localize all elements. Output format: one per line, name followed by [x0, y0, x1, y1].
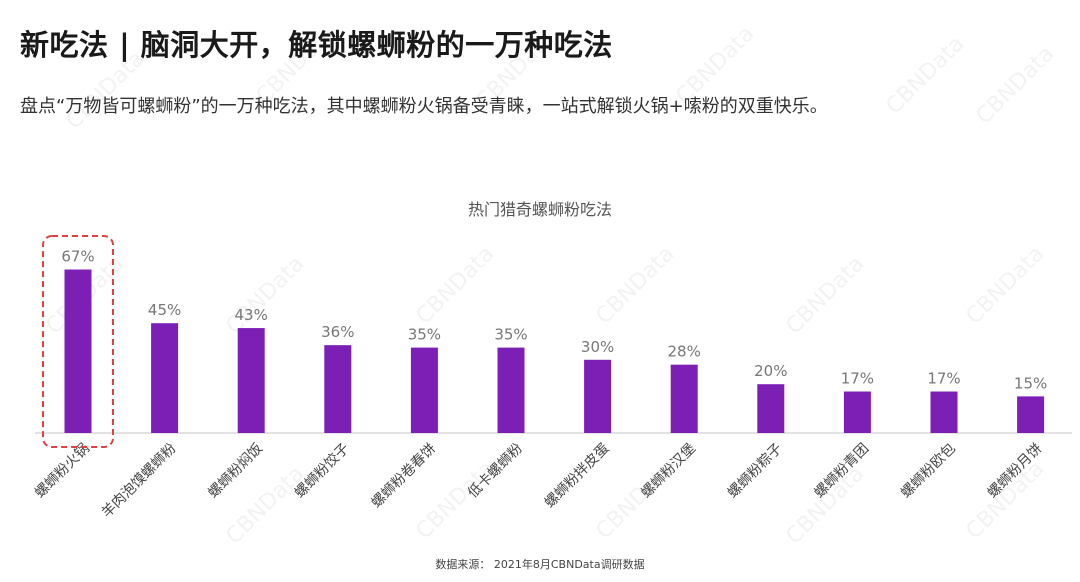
source-footnote: 数据来源： 2021年8月CBNData调研数据 [435, 558, 645, 571]
bar [1017, 396, 1045, 433]
watermark-text: CBNData [671, 21, 759, 109]
data-label: 20% [754, 362, 787, 380]
chart-title: 热门猎奇螺蛳粉吃法 [468, 200, 612, 219]
bar [324, 345, 352, 433]
category-label: 螺蛳粉拌皮蛋 [542, 441, 613, 512]
bar [584, 359, 612, 433]
data-label: 67% [61, 248, 94, 266]
bar [843, 391, 871, 433]
category-label: 螺蛳粉火锅 [32, 441, 93, 502]
watermark-text: CBNData [251, 21, 339, 109]
category-label: 螺蛳粉欧包 [898, 441, 959, 502]
bar [757, 384, 785, 433]
data-label: 35% [408, 326, 441, 344]
page-subtitle: 盘点“万物皆可螺蛳粉”的一万种吃法，其中螺蛳粉火锅备受青睐，一站式解锁火锅+嗦粉… [20, 96, 828, 117]
data-label: 45% [148, 301, 181, 319]
watermark-text: CBNData [411, 241, 499, 329]
bar [497, 347, 525, 433]
watermark-text: CBNData [591, 241, 679, 329]
watermark-text: CBNData [221, 251, 309, 339]
highlight-box [42, 235, 114, 448]
data-label: 43% [235, 306, 268, 324]
data-label: 35% [494, 326, 527, 344]
category-label: 羊肉泡馍螺蛳粉 [99, 441, 180, 522]
page-title: 新吃法 | 脑洞大开，解锁螺蛳粉的一万种吃法 [20, 28, 613, 62]
bar [930, 391, 958, 433]
bar [670, 364, 698, 433]
watermark-text: CBNData [961, 241, 1049, 329]
watermark-text: CBNData [781, 251, 869, 339]
bar [410, 347, 438, 433]
watermark-text: CBNData [781, 461, 869, 549]
watermark-text: CBNData [471, 26, 559, 114]
watermark-layer: CBNData CBNData CBNData CBNData CBNData CBNDa… [41, 21, 1059, 549]
data-label: 28% [668, 343, 701, 361]
data-label: 15% [1014, 374, 1047, 392]
bar [151, 323, 179, 433]
category-label: 螺蛳粉卷春饼 [369, 441, 440, 512]
data-label: 30% [581, 338, 614, 356]
category-label: 螺蛳粉焖饭 [205, 441, 266, 502]
bar [237, 328, 265, 433]
watermark-text: CBNData [61, 46, 149, 134]
category-label: 螺蛳粉粽子 [725, 441, 786, 502]
watermark-text: CBNData [971, 41, 1059, 129]
bar [64, 269, 92, 433]
data-label: 36% [321, 323, 354, 341]
watermark-text: CBNData [881, 31, 969, 119]
data-label: 17% [841, 370, 874, 388]
data-label: 17% [927, 370, 960, 388]
